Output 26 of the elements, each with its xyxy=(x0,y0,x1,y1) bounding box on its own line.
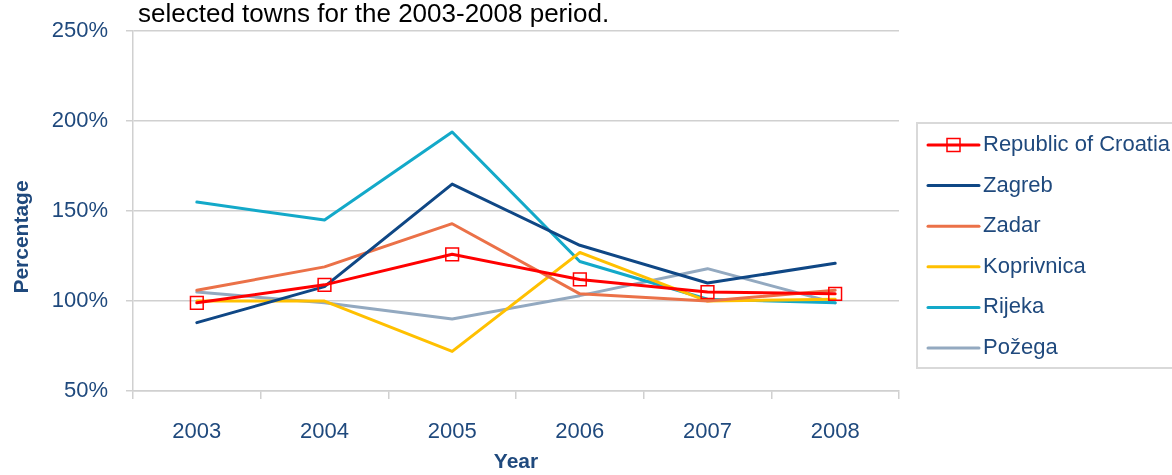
legend-label: Rijeka xyxy=(983,293,1045,319)
legend-label: Požega xyxy=(983,334,1059,360)
legend-label: Koprivnica xyxy=(983,252,1087,278)
x-tick-label: 2003 xyxy=(172,418,222,444)
point xyxy=(572,272,587,287)
y-tick-label: 50% xyxy=(63,377,108,403)
point xyxy=(828,286,843,301)
x-tick-label: 2008 xyxy=(810,418,860,444)
y-tick-label: 100% xyxy=(51,287,108,313)
legend-label: Zadar xyxy=(983,212,1041,238)
x-tick-label: 2005 xyxy=(427,418,477,444)
point xyxy=(445,247,460,262)
x-axis-title: Year xyxy=(493,448,539,472)
y-tick-label: 250% xyxy=(51,17,108,43)
legend-label: Republic of Croatia xyxy=(983,131,1171,157)
x-tick-label: 2006 xyxy=(555,418,605,444)
x-tick-label: 2004 xyxy=(300,418,349,444)
point xyxy=(700,284,715,300)
y-tick-label: 150% xyxy=(51,197,108,223)
chart-title: selected towns for the 2003-2008 period. xyxy=(138,0,610,29)
x-tick-label: 2007 xyxy=(683,418,732,444)
y-tick-label: 200% xyxy=(51,107,108,133)
y-axis-title: Percentage xyxy=(8,180,32,294)
point xyxy=(317,277,332,292)
point xyxy=(189,295,204,310)
legend-label: Zagreb xyxy=(983,171,1053,197)
